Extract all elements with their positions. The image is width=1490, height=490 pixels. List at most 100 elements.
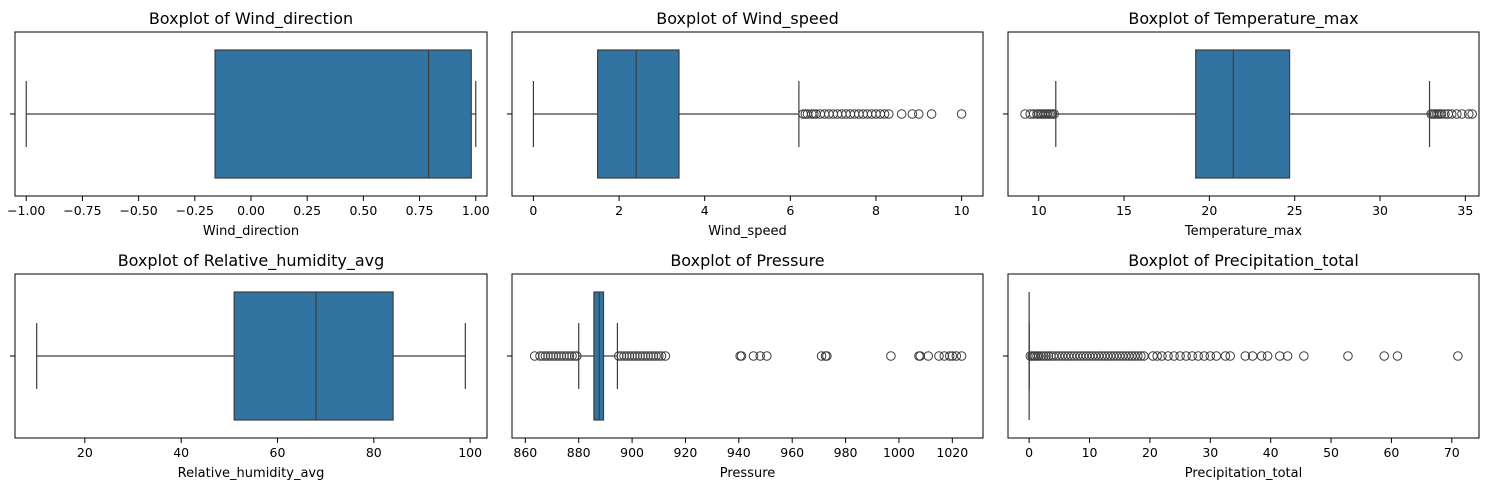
x-tick-label: 860 [513,445,537,460]
outlier-point [1211,351,1222,361]
x-tick-label: 980 [834,445,858,460]
outlier-point [1163,351,1173,361]
chart-title: Boxplot of Wind_speed [656,9,839,29]
outlier-point [1274,351,1285,361]
outlier-point [1220,351,1231,361]
outlier-point [1452,109,1462,119]
outlier-point [535,351,545,361]
outlier-point [529,351,540,361]
outlier-point [1033,351,1044,361]
outlier-point [1175,351,1185,361]
outlier-point [543,351,553,361]
outlier-point [956,351,967,361]
outlier-point [939,351,950,361]
outlier-point [1436,109,1447,119]
x-tick-label: 60 [1383,445,1399,460]
outlier-point [947,351,958,361]
outlier-point [627,351,637,361]
outlier-point [656,351,667,361]
outlier-point [653,351,664,361]
x-tick-label: 10 [1082,445,1098,460]
outlier-point [1187,351,1197,361]
x-tick-label: 1.00 [462,203,490,218]
outlier-point [1453,351,1463,361]
outlier-point [1205,351,1216,361]
x-tick-label: 900 [620,445,644,460]
x-tick-label: 25 [1287,203,1303,218]
x-axis-label: Wind_direction [203,224,299,239]
x-axis-label: Temperature_max [1184,224,1302,239]
chart-panel-6: Boxplot of Precipitation_total 0 10 20 30 40 5… [1003,251,1480,481]
outlier-point [637,351,648,361]
outlier-point [619,351,629,361]
outlier-point [1440,109,1450,119]
outlier-point [748,351,759,361]
outlier-point [561,351,572,361]
chart-panel-5: Boxplot of Pressure 860 880 900 920 940 960 980… [507,251,984,481]
outlier-point [629,351,640,361]
outlier-point [907,109,918,119]
x-tick-label: 100 [458,445,482,460]
outlier-point [956,109,967,119]
x-tick-label: 1000 [883,445,915,460]
outlier-point [1193,351,1204,361]
outlier-point [548,351,559,361]
outlier-point [551,351,561,361]
outlier-point [640,351,651,361]
outlier-point [809,109,819,119]
x-tick-label: 2 [615,203,623,218]
outlier-point [1282,351,1293,361]
outlier-point [648,351,659,361]
outlier-point [537,351,548,361]
chart-panel-1: Boxplot of Wind_direction −1.00 −0.75 −0.50… [7,9,490,239]
x-axis-label: Precipitation_total [1185,466,1302,481]
x-tick-label: 15 [1116,203,1132,218]
outlier-point [632,351,643,361]
x-tick-label: 920 [674,445,698,460]
outlier-point [1240,351,1251,361]
x-tick-label: 10 [954,203,970,218]
outlier-point [1041,351,1051,361]
outlier-point [755,351,765,361]
x-tick-label: −0.75 [63,203,101,218]
outlier-point [884,109,894,119]
x-tick-label: 40 [1263,445,1279,460]
outlier-point [886,351,896,361]
outlier-point [1392,351,1403,361]
x-tick-label: 20 [1201,203,1217,218]
x-tick-label: −0.50 [119,203,157,218]
x-tick-label: 940 [727,445,751,460]
chart-title: Boxplot of Wind_direction [149,9,353,29]
outlier-point [1467,109,1477,119]
x-tick-label: 6 [786,203,794,218]
x-tick-label: 1020 [936,445,968,460]
box-iqr [214,49,472,179]
outlier-point [923,351,934,361]
outlier-point [1199,351,1210,361]
chart-title: Boxplot of Relative_humidity_avg [118,251,385,271]
chart-title: Boxplot of Temperature_max [1128,9,1358,29]
outlier-point [1262,351,1273,361]
outlier-point [1152,351,1162,361]
x-tick-label: 20 [77,445,93,460]
outlier-point [1299,351,1309,361]
outlier-point [645,351,656,361]
x-tick-label: 8 [872,203,880,218]
outlier-point [540,351,551,361]
box-iqr [1195,49,1291,179]
x-tick-label: 0.00 [237,203,265,218]
outlier-point [816,351,827,361]
x-tick-label: 0.25 [293,203,321,218]
outlier-point [569,351,580,361]
outlier-point [1225,351,1236,361]
outlier-point [635,351,645,361]
x-tick-label: 0.50 [349,203,377,218]
outlier-point [1169,351,1179,361]
chart-panel-2: Boxplot of Wind_speed 0 2 4 6 8 10 Wind_speed [507,9,984,239]
outlier-point [913,109,924,119]
x-tick-label: −0.25 [176,203,214,218]
outlier-point [572,351,582,361]
outlier-point [1049,109,1059,119]
outlier-point [951,351,962,361]
